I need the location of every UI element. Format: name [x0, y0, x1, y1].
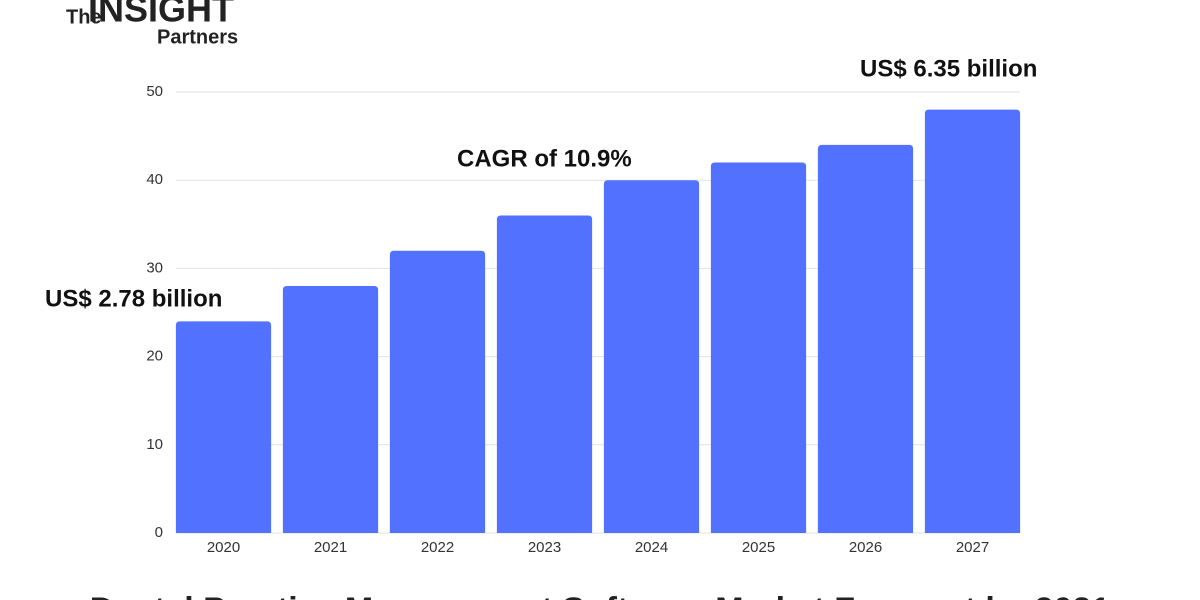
- y-tick-label: 40: [146, 171, 163, 188]
- bar: [924, 109, 1021, 533]
- y-tick-label: 10: [146, 436, 163, 453]
- x-tick-label: 2025: [742, 539, 775, 556]
- y-tick-label: 30: [146, 259, 163, 276]
- x-tick-label: 2021: [314, 539, 347, 556]
- annotation: US$ 6.35 billion: [860, 55, 1037, 82]
- x-tick-label: 2024: [635, 539, 668, 556]
- x-tick-label: 2022: [421, 539, 454, 556]
- bar: [817, 144, 914, 534]
- logo-prefix: The: [66, 6, 102, 28]
- logo: The INSIGHT Partners: [66, 0, 238, 48]
- bar: [496, 215, 593, 534]
- bar: [710, 162, 807, 533]
- bar: [282, 286, 379, 533]
- x-tick-label: 2027: [956, 539, 989, 556]
- y-tick-label: 20: [146, 348, 163, 365]
- bar: [175, 321, 272, 533]
- x-tick-label: 2020: [207, 539, 240, 556]
- bar: [389, 250, 486, 533]
- bar: [603, 180, 700, 533]
- logo-name: INSIGHT: [88, 0, 234, 30]
- chart-title: Dental Practice Management Software Mark…: [90, 591, 1110, 600]
- annotation: CAGR of 10.9%: [457, 145, 632, 172]
- x-tick-label: 2023: [528, 539, 561, 556]
- logo-suffix: Partners: [157, 26, 238, 48]
- x-tick-label: 2026: [849, 539, 882, 556]
- y-tick-label: 50: [146, 83, 163, 100]
- y-tick-label: 0: [155, 524, 163, 541]
- annotation: US$ 2.78 billion: [45, 285, 222, 312]
